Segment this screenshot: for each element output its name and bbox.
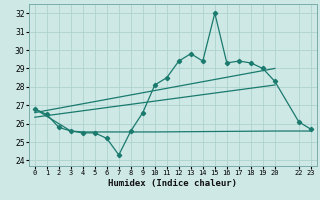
X-axis label: Humidex (Indice chaleur): Humidex (Indice chaleur) bbox=[108, 179, 237, 188]
